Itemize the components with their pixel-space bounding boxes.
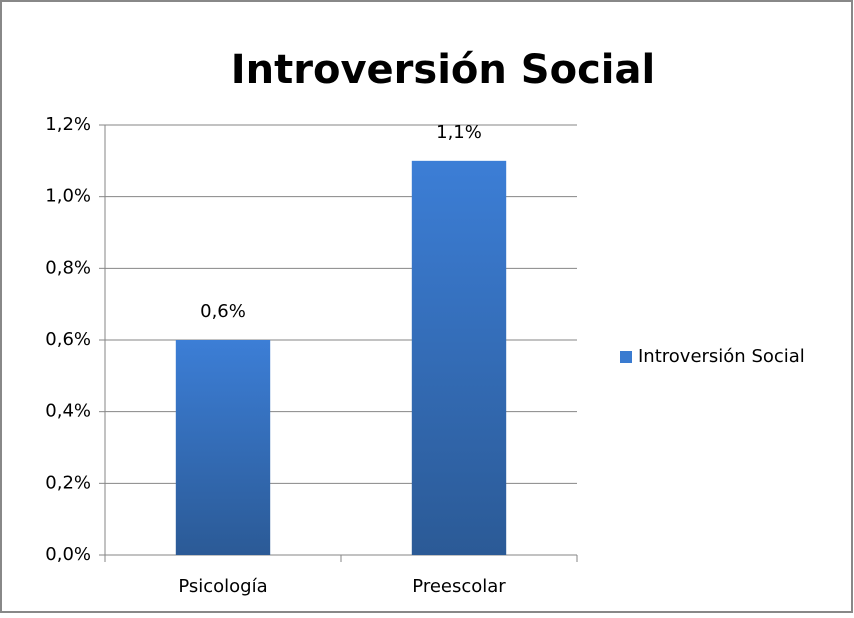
y-tick-label: 0,2% — [45, 472, 91, 493]
y-tick-label: 0,0% — [45, 544, 91, 565]
x-tick-label: Psicología — [178, 576, 267, 597]
legend-label: Introversión Social — [638, 346, 805, 367]
data-label: 1,1% — [436, 122, 482, 143]
y-tick-label: 1,0% — [45, 186, 91, 207]
legend-swatch — [620, 351, 632, 363]
bar — [175, 340, 271, 555]
chart-title: Introversión Social — [231, 47, 655, 93]
y-tick-label: 0,6% — [45, 329, 91, 350]
y-tick-label: 1,2% — [45, 114, 91, 135]
data-label: 0,6% — [200, 301, 246, 322]
y-tick-label: 0,4% — [45, 401, 91, 422]
bar — [411, 160, 507, 556]
y-tick-label: 0,8% — [45, 257, 91, 278]
x-tick-label: Preescolar — [412, 576, 506, 597]
